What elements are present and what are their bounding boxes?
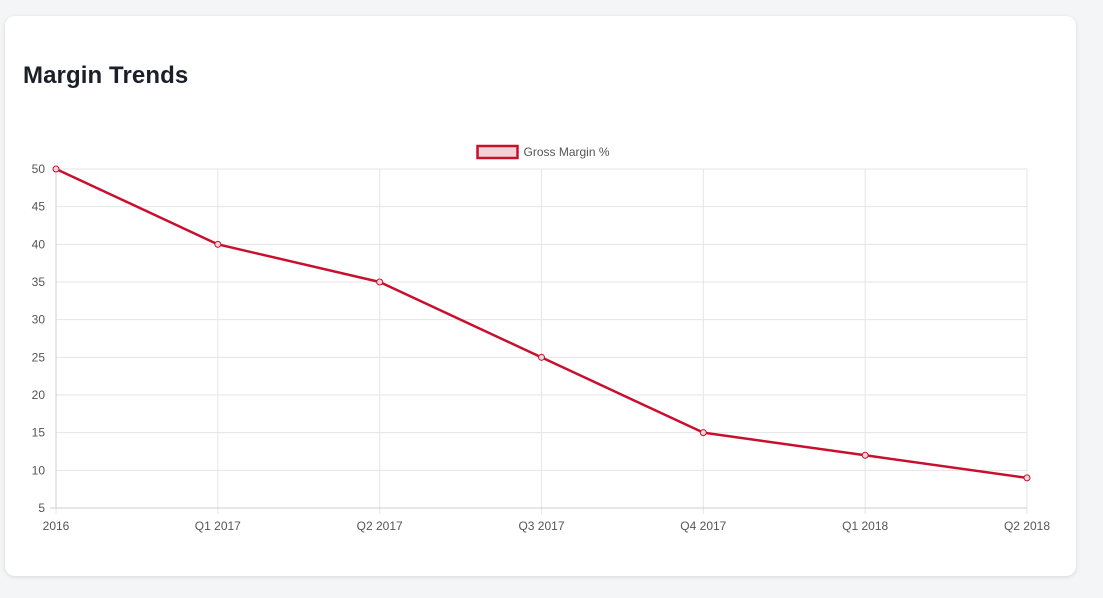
y-tick-label: 10 (32, 463, 46, 477)
data-point[interactable] (214, 240, 222, 248)
x-tick-label: Q1 2018 (842, 519, 888, 533)
chart-card (5, 16, 1076, 576)
y-tick-label: 15 (32, 426, 46, 440)
y-tick-label: 45 (32, 200, 46, 214)
data-point[interactable] (861, 451, 869, 459)
y-tick-label: 30 (32, 313, 46, 327)
y-tick-label: 5 (38, 501, 45, 515)
data-point[interactable] (52, 165, 60, 173)
x-tick-label: Q1 2017 (195, 519, 241, 533)
y-tick-label: 40 (32, 237, 46, 251)
x-tick-label: 2016 (43, 519, 70, 533)
card-title: Margin Trends (23, 62, 189, 89)
x-tick-label: Q2 2017 (357, 519, 403, 533)
data-point[interactable] (538, 353, 545, 361)
y-tick-label: 20 (32, 388, 46, 402)
x-tick-label: Q2 2018 (1004, 519, 1050, 533)
y-tick-label: 35 (32, 275, 46, 289)
legend-swatch[interactable] (476, 144, 519, 160)
x-tick-label: Q4 2017 (680, 519, 726, 533)
data-point[interactable] (699, 429, 707, 437)
x-tick-label: Q3 2017 (518, 519, 564, 533)
y-tick-label: 50 (32, 162, 46, 176)
data-point[interactable] (376, 278, 384, 286)
data-point[interactable] (1023, 474, 1031, 482)
y-tick-label: 25 (32, 350, 46, 364)
legend-label[interactable]: Gross Margin % (524, 145, 610, 159)
